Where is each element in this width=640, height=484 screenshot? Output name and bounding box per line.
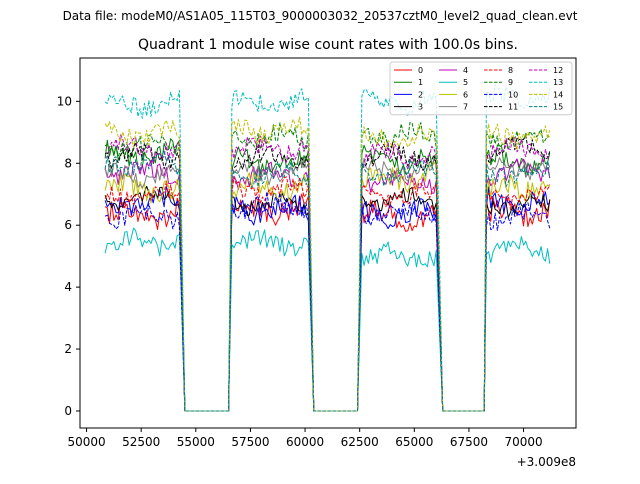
legend-label-10: 10 xyxy=(508,90,518,99)
x-tick-label: 70000 xyxy=(504,435,542,449)
legend-label-2: 2 xyxy=(418,90,423,99)
y-tick-label: 10 xyxy=(57,94,72,108)
legend-label-1: 1 xyxy=(418,78,423,87)
x-tick-label: 62500 xyxy=(341,435,379,449)
legend-label-15: 15 xyxy=(553,103,563,112)
series-layer xyxy=(104,84,551,412)
legend-label-0: 0 xyxy=(418,66,423,75)
series-line-9 xyxy=(104,122,551,412)
chart-title: Quadrant 1 module wise count rates with … xyxy=(138,37,518,53)
y-axis: 0 2 4 6 8 10 xyxy=(57,94,80,418)
legend-label-14: 14 xyxy=(553,90,563,99)
figure-suptitle: Data file: modeM0/AS1A05_115T03_90000030… xyxy=(63,9,578,23)
legend-box xyxy=(389,61,573,116)
y-tick-label: 6 xyxy=(64,218,72,232)
x-tick-label: 60000 xyxy=(286,435,324,449)
y-tick-label: 2 xyxy=(64,342,72,356)
legend-label-4: 4 xyxy=(463,66,468,75)
y-tick-label: 0 xyxy=(64,404,72,418)
y-tick-label: 4 xyxy=(64,280,72,294)
series-line-15 xyxy=(104,149,551,412)
x-tick-label: 67500 xyxy=(450,435,488,449)
legend-label-6: 6 xyxy=(463,90,468,99)
x-tick-label: 52500 xyxy=(122,435,160,449)
x-axis: 50000 52500 55000 57500 60000 62500 65000 67500… xyxy=(67,428,543,449)
plot-frame xyxy=(79,57,577,429)
legend-label-5: 5 xyxy=(463,78,468,87)
legend-label-12: 12 xyxy=(553,66,563,75)
legend-label-9: 9 xyxy=(508,78,513,87)
series-line-14 xyxy=(104,116,551,412)
series-line-8 xyxy=(104,176,551,412)
series-line-11 xyxy=(104,135,551,412)
x-tick-label: 57500 xyxy=(231,435,269,449)
x-tick-label: 50000 xyxy=(67,435,105,449)
legend-label-3: 3 xyxy=(418,103,423,112)
legend-label-8: 8 xyxy=(508,66,513,75)
series-line-7 xyxy=(104,156,551,412)
legend-label-13: 13 xyxy=(553,78,563,87)
series-line-10 xyxy=(104,191,551,412)
series-line-12 xyxy=(105,134,551,412)
y-tick-label: 8 xyxy=(64,156,72,170)
x-axis-offset-label: +3.009e8 xyxy=(517,455,576,469)
legend-label-11: 11 xyxy=(508,103,518,112)
series-line-4 xyxy=(104,158,551,412)
series-line-0 xyxy=(104,193,551,412)
x-tick-label: 65000 xyxy=(395,435,433,449)
series-line-5 xyxy=(104,227,551,412)
legend-label-7: 7 xyxy=(463,103,468,112)
x-tick-label: 55000 xyxy=(177,435,215,449)
series-line-6 xyxy=(104,162,551,412)
